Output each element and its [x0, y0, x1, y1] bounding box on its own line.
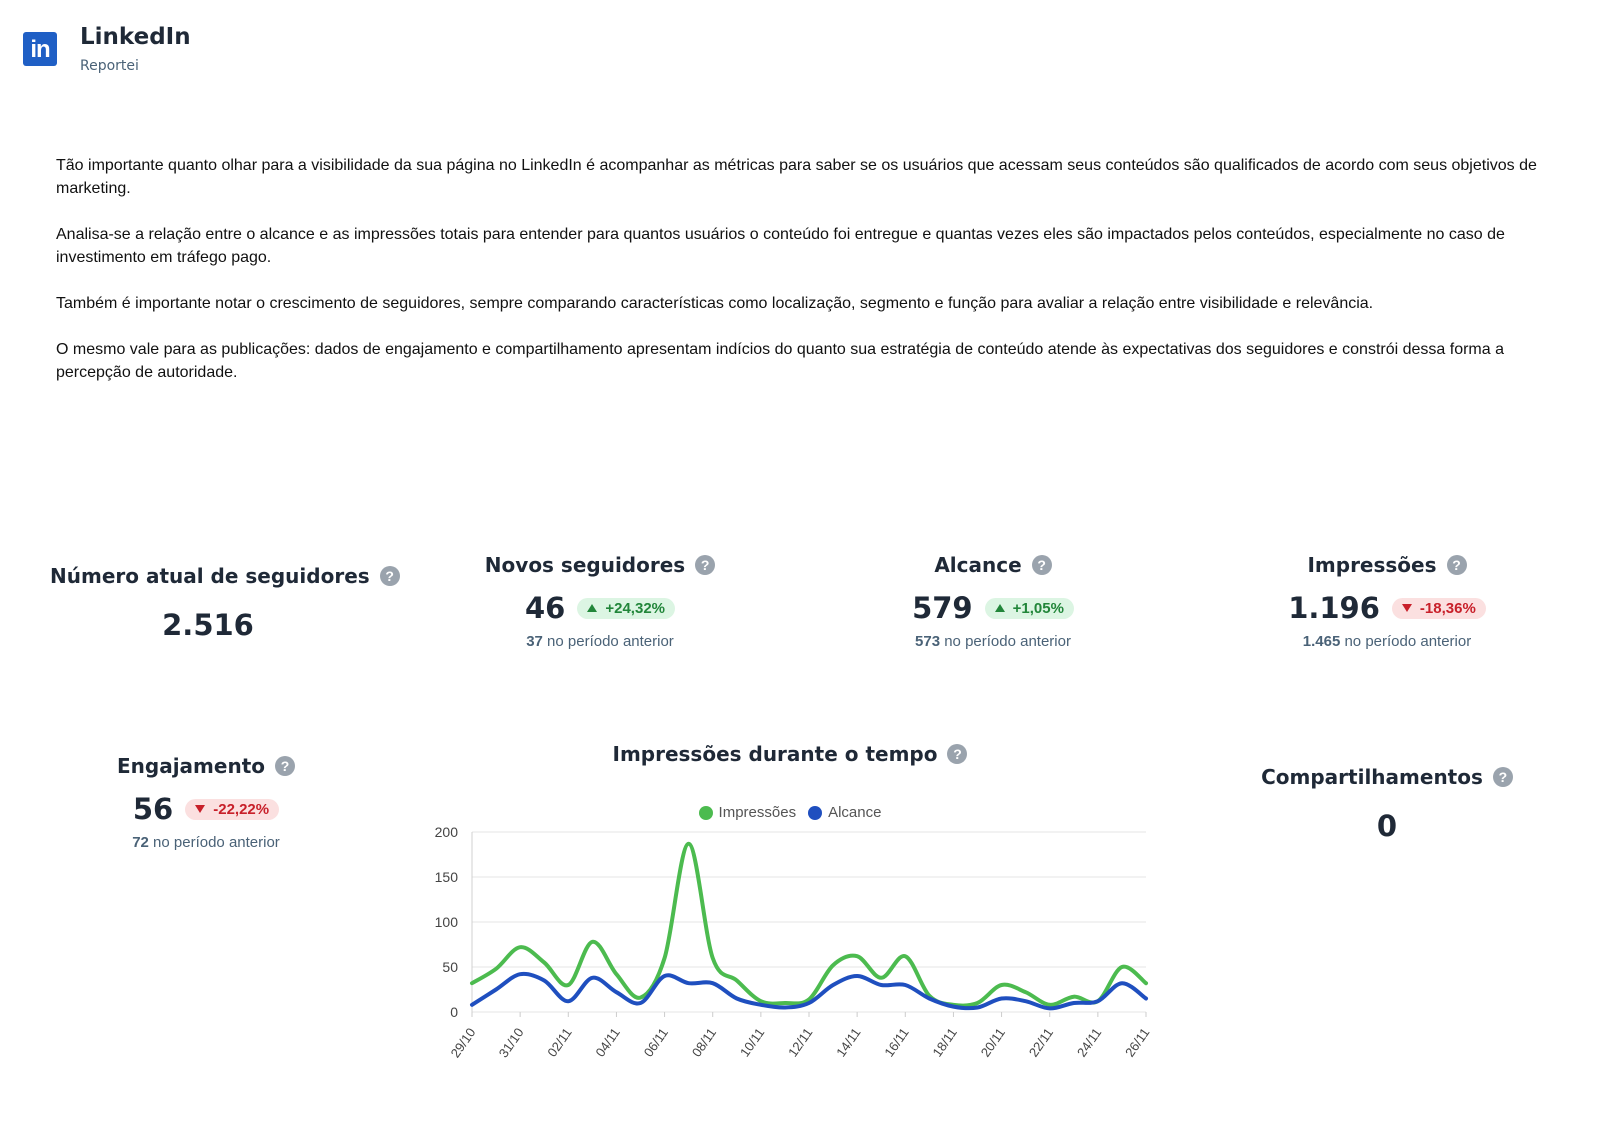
arrow-up-icon	[994, 604, 1005, 612]
linkedin-logo-icon: in	[23, 32, 57, 66]
y-tick-label: 200	[435, 824, 459, 840]
x-tick-label: 22/11	[1026, 1025, 1056, 1059]
metric-title: Alcance ?	[934, 553, 1052, 577]
previous-value: 72	[132, 834, 149, 851]
metric-value: 56	[132, 792, 174, 826]
metric-reach: Alcance ? 579 +1,05% 573 no período ante…	[843, 553, 1143, 650]
y-tick-label: 50	[442, 959, 458, 975]
description-paragraph: Tão importante quanto olhar para a visib…	[56, 157, 1537, 197]
metric-title: Compartilhamentos ?	[1261, 765, 1513, 789]
x-tick-label: 04/11	[592, 1025, 622, 1059]
previous-label: no período anterior	[1344, 633, 1472, 650]
series-line-reach	[470, 971, 1148, 1011]
metric-title: Impressões ?	[1307, 553, 1467, 577]
x-tick-label: 18/11	[929, 1025, 959, 1059]
x-tick-label: 26/11	[1122, 1025, 1152, 1059]
description-paragraph: Analisa-se a relação entre o alcance e a…	[56, 226, 1505, 266]
y-tick-label: 100	[435, 914, 459, 930]
metric-title: Engajamento ?	[117, 754, 295, 778]
chart-title-label: Impressões durante o tempo	[612, 742, 938, 766]
previous-period: 37 no período anterior	[450, 633, 750, 650]
change-badge: +1,05%	[984, 597, 1074, 619]
metric-title-label: Número atual de seguidores	[50, 564, 370, 588]
metric-value: 2.516	[162, 608, 254, 642]
metric-followers: Número atual de seguidores ? 2.516	[50, 564, 400, 642]
legend-dot-icon	[808, 805, 823, 820]
previous-value: 573	[915, 633, 941, 650]
metric-shares: Compartilhamentos ? 0	[1237, 765, 1537, 843]
metric-value: 46	[525, 591, 566, 625]
x-tick-label: 16/11	[881, 1025, 911, 1059]
metric-value: 0	[1376, 809, 1398, 843]
arrow-down-icon	[1401, 604, 1412, 612]
description-paragraph: O mesmo vale para as publicações: dados …	[56, 341, 1504, 381]
impressions-chart: Impressões durante o tempo ? Impressões …	[420, 742, 1160, 1092]
legend-item-reach[interactable]: Alcance	[808, 804, 881, 821]
page-subtitle: Reportei	[80, 58, 139, 74]
metric-title: Novos seguidores ?	[484, 553, 716, 577]
x-tick-label: 02/11	[544, 1025, 574, 1059]
legend-item-impressions[interactable]: Impressões	[698, 804, 797, 821]
series-line-impressions	[470, 841, 1148, 1008]
change-value: -18,36%	[1419, 599, 1476, 617]
description: Tão importante quanto olhar para a visib…	[56, 154, 1551, 407]
previous-period: 573 no período anterior	[843, 633, 1143, 650]
metric-title-label: Engajamento	[116, 754, 265, 778]
metric-impressions: Impressões ? 1.196 -18,36% 1.465 no perí…	[1237, 553, 1537, 650]
chart-header: Impressões durante o tempo ?	[420, 742, 1160, 766]
help-icon[interactable]: ?	[1446, 555, 1467, 575]
x-tick-label: 29/10	[448, 1025, 479, 1060]
metric-value: 1.196	[1288, 591, 1380, 625]
metric-engagement: Engajamento ? 56 -22,22% 72 no período a…	[56, 754, 356, 851]
x-tick-label: 10/11	[737, 1025, 767, 1059]
x-tick-label: 20/11	[978, 1025, 1008, 1059]
previous-value: 37	[526, 633, 543, 650]
previous-period: 72 no período anterior	[56, 834, 356, 851]
metric-new-followers: Novos seguidores ? 46 +24,32% 37 no perí…	[450, 553, 750, 650]
metric-value: 579	[912, 591, 973, 625]
metric-title-label: Alcance	[934, 553, 1022, 577]
help-icon[interactable]: ?	[275, 756, 295, 776]
help-icon[interactable]: ?	[947, 744, 968, 764]
change-value: +24,32%	[605, 599, 665, 617]
y-tick-label: 0	[450, 1004, 458, 1020]
x-tick-label: 12/11	[785, 1025, 815, 1059]
x-tick-label: 06/11	[641, 1025, 671, 1059]
metric-title: Número atual de seguidores ?	[50, 564, 400, 588]
chart-title: Impressões durante o tempo ?	[613, 742, 968, 766]
description-paragraph: Também é importante notar o crescimento …	[56, 295, 1374, 312]
metric-title-label: Novos seguidores	[484, 553, 686, 577]
help-icon[interactable]: ?	[1492, 767, 1513, 787]
chart-legend: Impressões Alcance	[420, 804, 1160, 821]
help-icon[interactable]: ?	[379, 566, 400, 586]
x-tick-label: 24/11	[1074, 1025, 1104, 1059]
change-value: +1,05%	[1012, 599, 1064, 617]
help-icon[interactable]: ?	[1031, 555, 1052, 575]
change-badge: +24,32%	[577, 597, 675, 619]
x-tick-label: 14/11	[833, 1025, 863, 1059]
chart-plot: 0 50 100 150 200 29/10 31/10 02/11 04/11 06/11 08/…	[435, 824, 1153, 1060]
arrow-up-icon	[587, 604, 598, 612]
change-badge: -22,22%	[185, 798, 280, 820]
help-icon[interactable]: ?	[695, 555, 716, 575]
previous-label: no período anterior	[153, 834, 280, 851]
legend-label: Impressões	[718, 804, 797, 821]
x-tick-label: 08/11	[689, 1025, 719, 1059]
page-title: LinkedIn	[80, 24, 191, 50]
metric-title-label: Impressões	[1307, 553, 1437, 577]
y-tick-label: 150	[435, 869, 459, 885]
change-value: -22,22%	[213, 800, 270, 818]
x-tick-label: 31/10	[496, 1025, 527, 1060]
arrow-down-icon	[195, 805, 206, 813]
legend-dot-icon	[698, 805, 713, 820]
metric-title-label: Compartilhamentos	[1261, 765, 1483, 789]
app-header: in LinkedIn Reportei	[23, 22, 191, 74]
legend-label: Alcance	[828, 804, 882, 821]
previous-period: 1.465 no período anterior	[1237, 633, 1537, 650]
previous-value: 1.465	[1302, 633, 1341, 650]
previous-label: no período anterior	[944, 633, 1071, 650]
previous-label: no período anterior	[547, 633, 674, 650]
header-text: LinkedIn Reportei	[80, 22, 191, 74]
change-badge: -18,36%	[1391, 597, 1486, 619]
